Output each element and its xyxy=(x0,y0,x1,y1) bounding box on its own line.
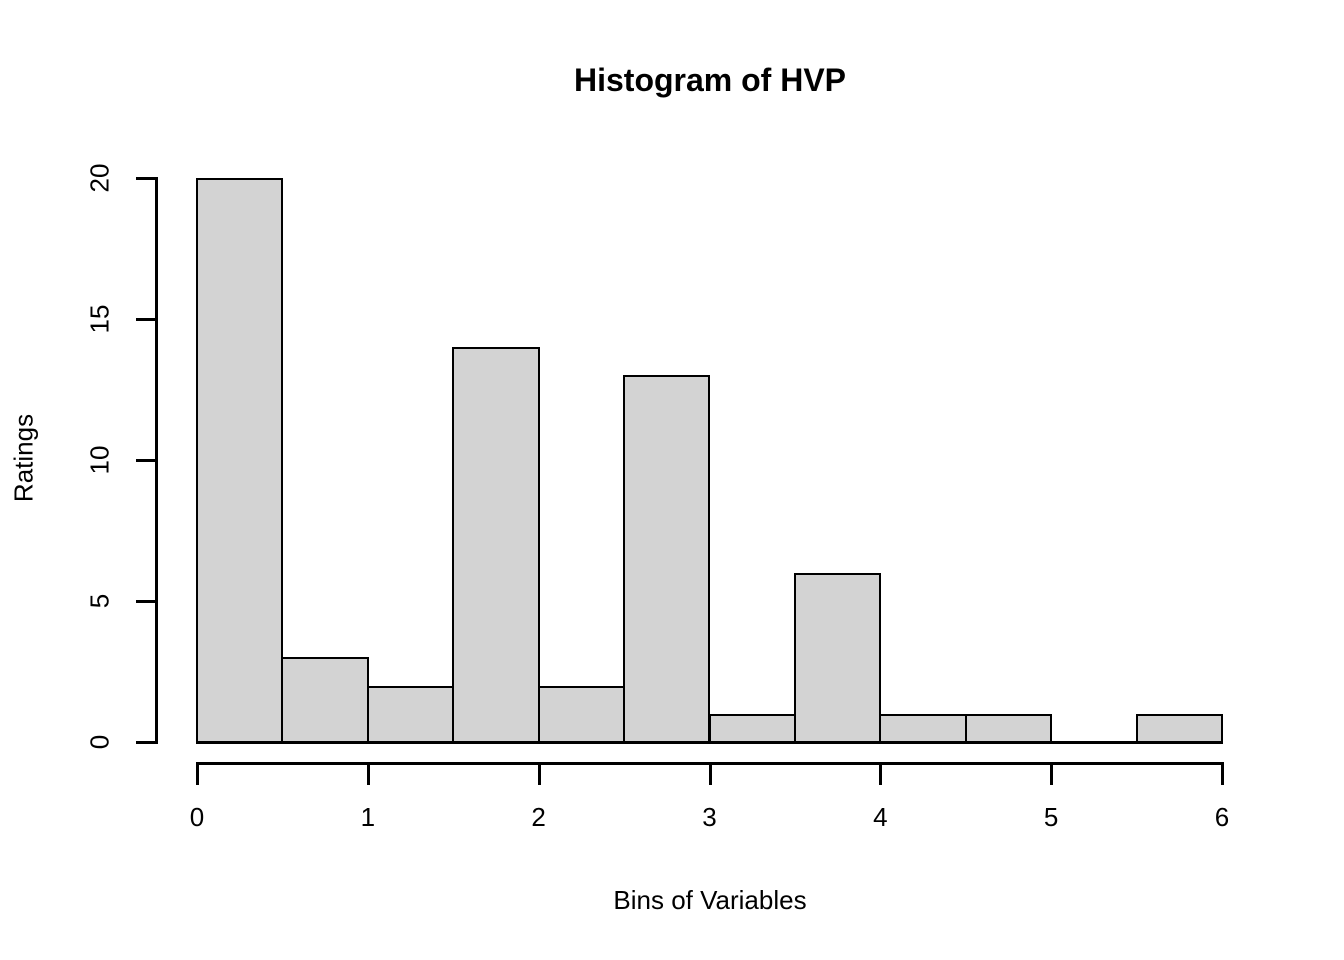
x-axis-tick-label: 1 xyxy=(360,802,376,832)
x-axis-tick-label: 5 xyxy=(1043,802,1059,832)
histogram-bar xyxy=(452,347,540,744)
histogram-bar xyxy=(879,713,967,744)
x-axis-tick xyxy=(879,762,883,785)
y-axis-line xyxy=(155,177,158,744)
y-axis-tick-label: 15 xyxy=(84,304,115,334)
x-axis-tick-label: 6 xyxy=(1214,802,1230,832)
chart-title: Histogram of HVP xyxy=(573,62,847,98)
x-axis-tick-label: 2 xyxy=(531,802,546,832)
y-axis-tick xyxy=(136,741,156,744)
x-axis-tick xyxy=(708,762,712,785)
x-axis-title: Bins of Variables xyxy=(613,885,807,915)
y-axis-tick xyxy=(136,459,156,462)
y-axis-tick-label: 10 xyxy=(84,445,115,475)
y-axis-tick-label: 0 xyxy=(84,734,115,750)
y-axis-tick xyxy=(136,318,156,321)
x-axis-tick-label: 0 xyxy=(189,802,205,832)
y-axis-tick-label: 5 xyxy=(84,593,115,609)
x-axis-tick xyxy=(196,762,199,785)
x-axis-tick xyxy=(1221,762,1224,785)
x-axis-tick-label: 3 xyxy=(702,802,717,832)
x-axis-tick xyxy=(366,762,370,785)
histogram-bar xyxy=(1135,713,1223,744)
histogram-bar xyxy=(537,685,626,744)
y-axis-tick xyxy=(136,177,156,180)
x-axis-tick xyxy=(537,762,541,785)
x-axis-tick-label: 4 xyxy=(873,802,888,832)
y-axis-title-text: Ratings xyxy=(8,413,39,503)
y-axis-tick xyxy=(136,600,156,603)
histogram-bar xyxy=(281,657,369,744)
histogram-bar xyxy=(964,713,1053,744)
histogram-bar xyxy=(366,685,455,744)
histogram-bar xyxy=(196,178,284,744)
histogram-bar xyxy=(793,572,882,744)
y-axis-tick-label: 20 xyxy=(84,163,115,193)
x-axis-tick xyxy=(1050,762,1054,785)
plot-baseline xyxy=(196,741,1223,744)
histogram-bar xyxy=(708,713,796,744)
histogram-bar xyxy=(623,375,711,744)
